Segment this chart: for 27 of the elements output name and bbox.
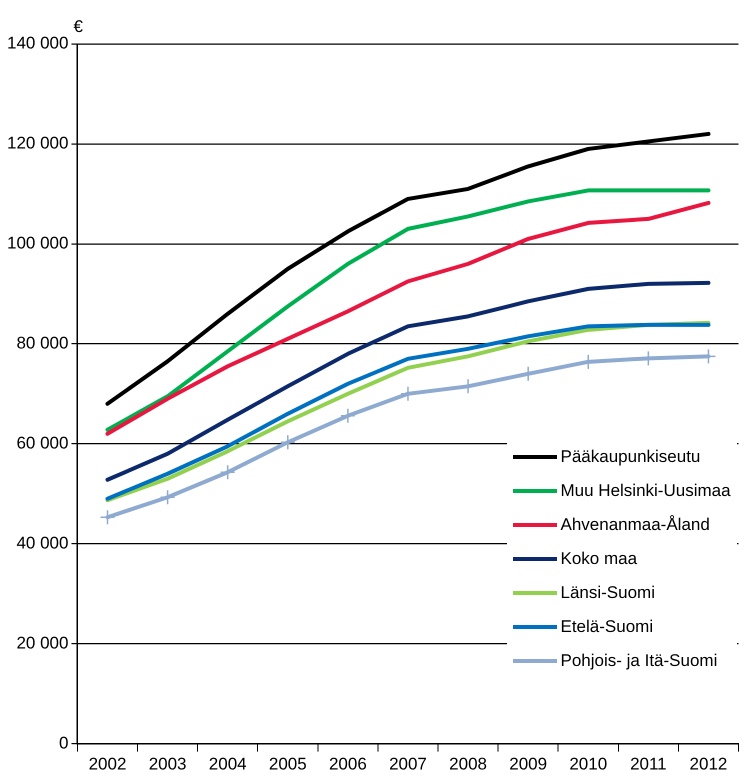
y-tick-label: 120 000 xyxy=(7,134,68,153)
x-tick-label: 2009 xyxy=(509,754,548,774)
legend-label: Koko maa xyxy=(560,548,638,569)
legend-label: Pohjois- ja Itä-Suomi xyxy=(560,650,718,671)
y-axis-title: € xyxy=(73,17,84,36)
y-tick-label: 0 xyxy=(58,733,68,752)
x-tick-label: 2002 xyxy=(88,754,126,774)
x-tick-label: 2008 xyxy=(449,754,487,774)
legend-label: Ahvenanmaa-Åland xyxy=(560,514,710,535)
y-tick-label: 20 000 xyxy=(16,633,68,652)
y-tick-label: 80 000 xyxy=(16,334,68,353)
x-tick-label: 2005 xyxy=(268,754,307,774)
y-tick-label: 140 000 xyxy=(7,34,68,53)
y-tick-label: 60 000 xyxy=(16,433,68,452)
legend-label: Länsi-Suomi xyxy=(560,582,655,603)
x-tick-label: 2004 xyxy=(208,754,247,774)
x-tick-label: 2012 xyxy=(690,754,728,774)
x-tick-label: 2010 xyxy=(569,754,608,774)
x-tick-label: 2011 xyxy=(630,754,667,774)
legend-label: Muu Helsinki-Uusimaa xyxy=(560,480,731,501)
legend-label: Pääkaupunkiseutu xyxy=(560,446,700,467)
x-tick-label: 2006 xyxy=(328,754,367,774)
y-tick-label: 100 000 xyxy=(7,234,68,253)
y-tick-label: 40 000 xyxy=(16,533,68,552)
x-tick-label: 2007 xyxy=(389,754,427,774)
x-tick-label: 2003 xyxy=(148,754,187,774)
legend-label: Etelä-Suomi xyxy=(560,616,654,637)
